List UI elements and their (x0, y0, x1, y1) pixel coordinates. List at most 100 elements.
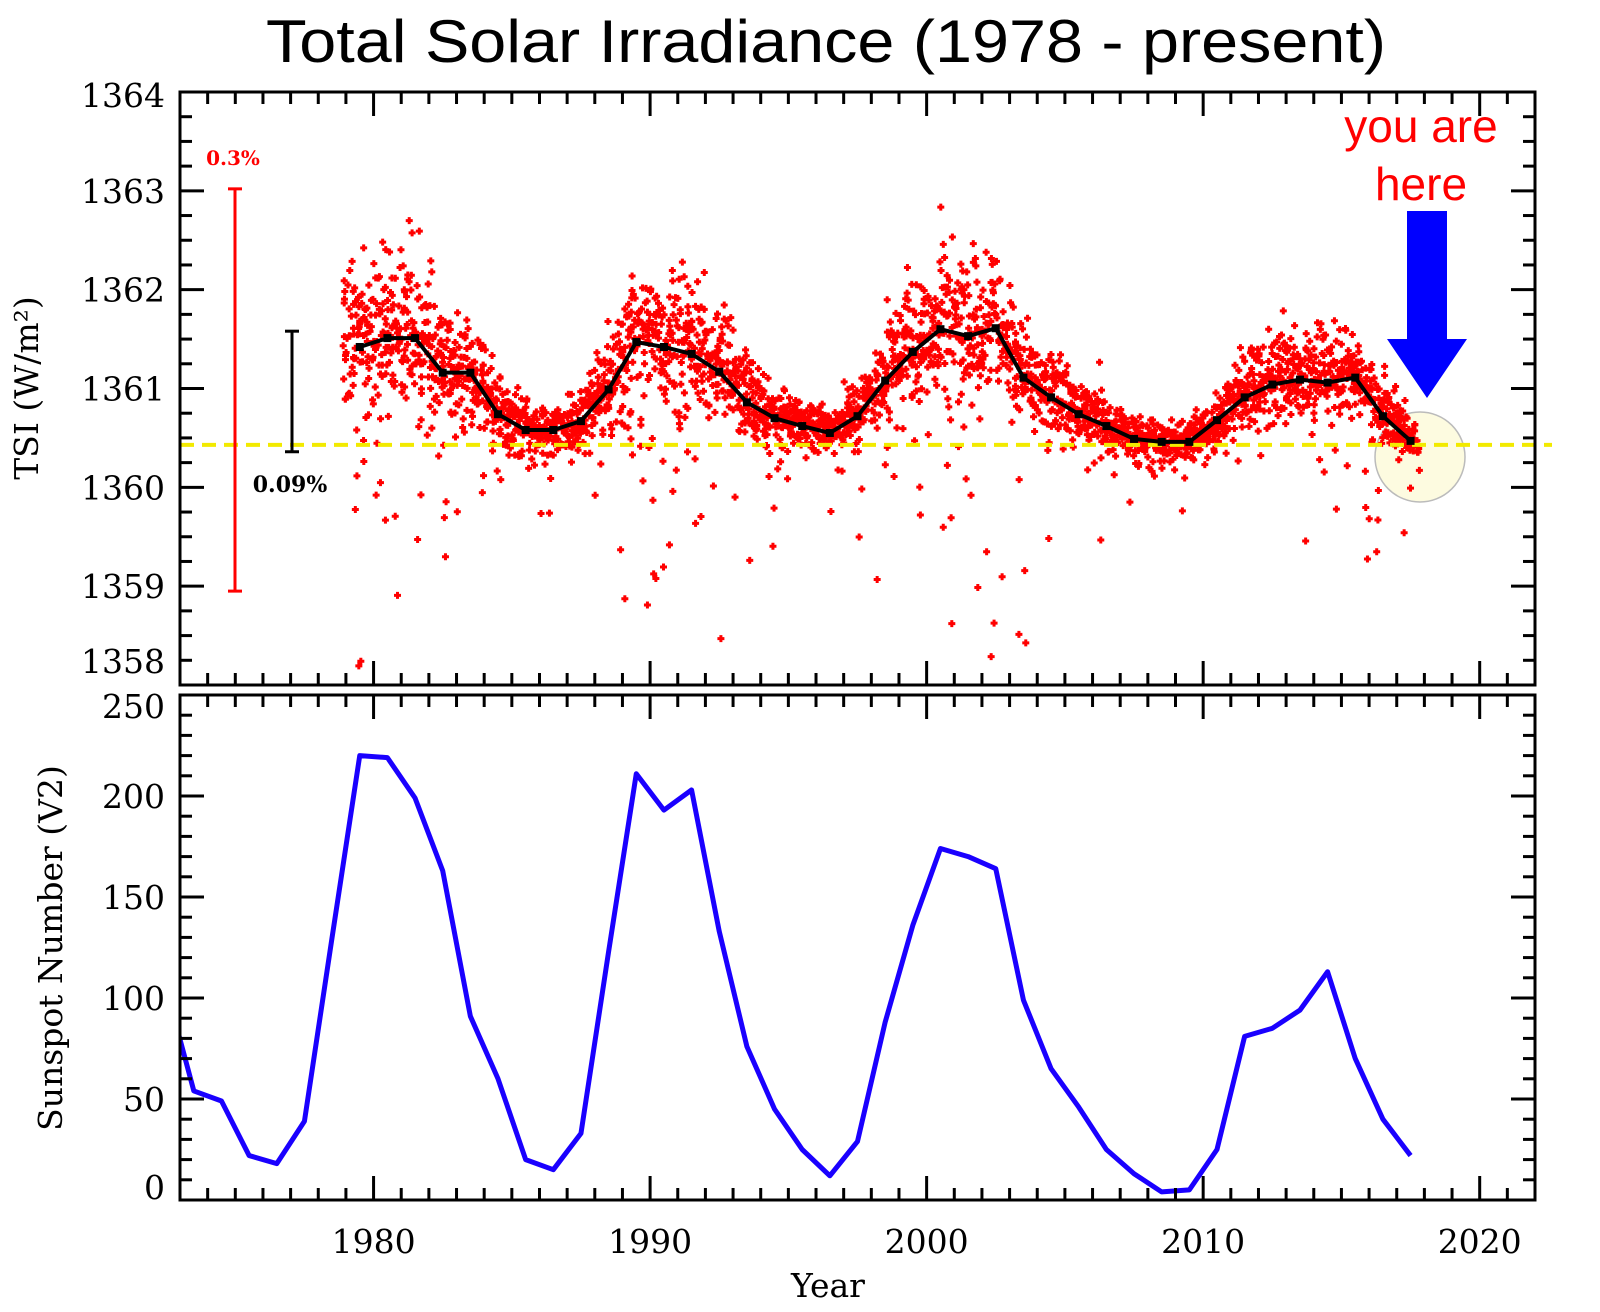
tsi-annual-mean-point (576, 417, 585, 426)
tsi-daily-point (469, 388, 477, 396)
tsi-daily-point (960, 286, 968, 294)
tsi-daily-point (1374, 516, 1382, 524)
tsi-daily-point (1343, 399, 1351, 407)
tsi-daily-point (950, 358, 958, 366)
tsi-daily-point (617, 546, 625, 554)
tsi-daily-point (698, 345, 706, 353)
tsi-daily-point (1343, 462, 1351, 470)
tsi-daily-point (938, 298, 946, 306)
tsi-daily-point (1149, 458, 1157, 466)
tsi-y-tick-label: 1363 (81, 172, 165, 211)
tsi-daily-point (960, 369, 968, 377)
tsi-daily-point (803, 407, 811, 415)
tsi-panel: 0.3% 0.09% 1358 1359 1360 1361 1362 1363 1364 T… (7, 76, 1552, 687)
tsi-daily-point (384, 412, 392, 420)
tsi-daily-point (1094, 432, 1102, 440)
sunspot-y-tick-label: 200 (102, 777, 165, 816)
tsi-daily-point (979, 286, 987, 294)
tsi-annual-mean-point (1323, 378, 1332, 387)
tsi-daily-point (743, 364, 751, 372)
tsi-daily-point (407, 271, 415, 279)
tsi-daily-point (929, 324, 937, 332)
tsi-daily-point (993, 314, 1001, 322)
tsi-daily-point (1368, 421, 1376, 429)
tsi-daily-point (1265, 422, 1273, 430)
tsi-daily-point (1411, 427, 1419, 435)
tsi-y-tick-label: 1362 (81, 271, 165, 310)
sunspot-y-axis-title: Sunspot Number (V2) (31, 765, 70, 1131)
tsi-daily-point (541, 460, 549, 468)
tsi-daily-point (619, 403, 627, 411)
tsi-daily-point (522, 403, 530, 411)
tsi-daily-point (901, 302, 909, 310)
tsi-daily-point (854, 448, 862, 456)
tsi-daily-point (952, 311, 960, 319)
tsi-daily-point (499, 390, 507, 398)
tsi-daily-point (965, 324, 973, 332)
tsi-daily-point (1363, 374, 1371, 382)
sunspot-y-tick-label: 250 (102, 687, 165, 726)
tsi-daily-point (1031, 427, 1039, 435)
tsi-daily-point (1168, 416, 1176, 424)
tsi-daily-point (681, 413, 689, 421)
tsi-daily-point (1370, 374, 1378, 382)
tsi-daily-point (1339, 383, 1347, 391)
chart-title: Total Solar Irradiance (1978 - present) (266, 8, 1386, 75)
tsi-daily-point (750, 417, 758, 425)
tsi-daily-point (1190, 456, 1198, 464)
tsi-daily-point (1328, 343, 1336, 351)
tsi-daily-point (924, 363, 932, 371)
tsi-daily-point (415, 423, 423, 431)
tsi-daily-point (1345, 403, 1353, 411)
tsi-daily-point (1150, 472, 1158, 480)
tsi-daily-point (1373, 548, 1381, 556)
tsi-daily-point (653, 292, 661, 300)
tsi-daily-point (1332, 505, 1340, 513)
tsi-annual-mean-point (1378, 412, 1387, 421)
tsi-daily-point (885, 408, 893, 416)
tsi-annual-mean-point (687, 349, 696, 358)
tsi-daily-point (946, 276, 954, 284)
tsi-daily-point (979, 364, 987, 372)
tsi-daily-point (791, 409, 799, 417)
tsi-daily-point (484, 369, 492, 377)
tsi-daily-point (1246, 415, 1254, 423)
tsi-daily-point (361, 380, 369, 388)
tsi-daily-point (593, 349, 601, 357)
tsi-daily-point (1021, 567, 1029, 575)
tsi-daily-point (669, 336, 677, 344)
tsi-daily-point (1072, 386, 1080, 394)
tsi-daily-point (731, 372, 739, 380)
tsi-daily-point (1015, 630, 1023, 638)
tsi-daily-point (382, 370, 390, 378)
tsi-daily-point (443, 336, 451, 344)
tsi-daily-point (624, 424, 632, 432)
tsi-daily-point (367, 323, 375, 331)
tsi-daily-point (402, 394, 410, 402)
tsi-daily-point (637, 421, 645, 429)
tsi-daily-point (1022, 639, 1030, 647)
tsi-daily-point (721, 394, 729, 402)
tsi-daily-point (912, 387, 920, 395)
tsi-daily-point (474, 336, 482, 344)
tsi-daily-point (1048, 406, 1056, 414)
tsi-daily-point (948, 296, 956, 304)
tsi-daily-point (347, 392, 355, 400)
tsi-daily-point (665, 541, 673, 549)
tsi-daily-point (700, 268, 708, 276)
tsi-daily-point (720, 301, 728, 309)
tsi-daily-point (451, 433, 459, 441)
tsi-annual-mean-point (1185, 437, 1194, 446)
tsi-daily-point (401, 383, 409, 391)
tsi-daily-point (428, 268, 436, 276)
tsi-daily-point (873, 372, 881, 380)
tsi-daily-point (432, 392, 440, 400)
tsi-daily-point (957, 390, 965, 398)
tsi-daily-point (968, 401, 976, 409)
tsi-annual-mean-point (1406, 436, 1415, 445)
tsi-daily-point (600, 371, 608, 379)
tsi-daily-point (371, 345, 379, 353)
tsi-daily-point (970, 351, 978, 359)
tsi-daily-point (1287, 335, 1295, 343)
tsi-daily-point (350, 355, 358, 363)
